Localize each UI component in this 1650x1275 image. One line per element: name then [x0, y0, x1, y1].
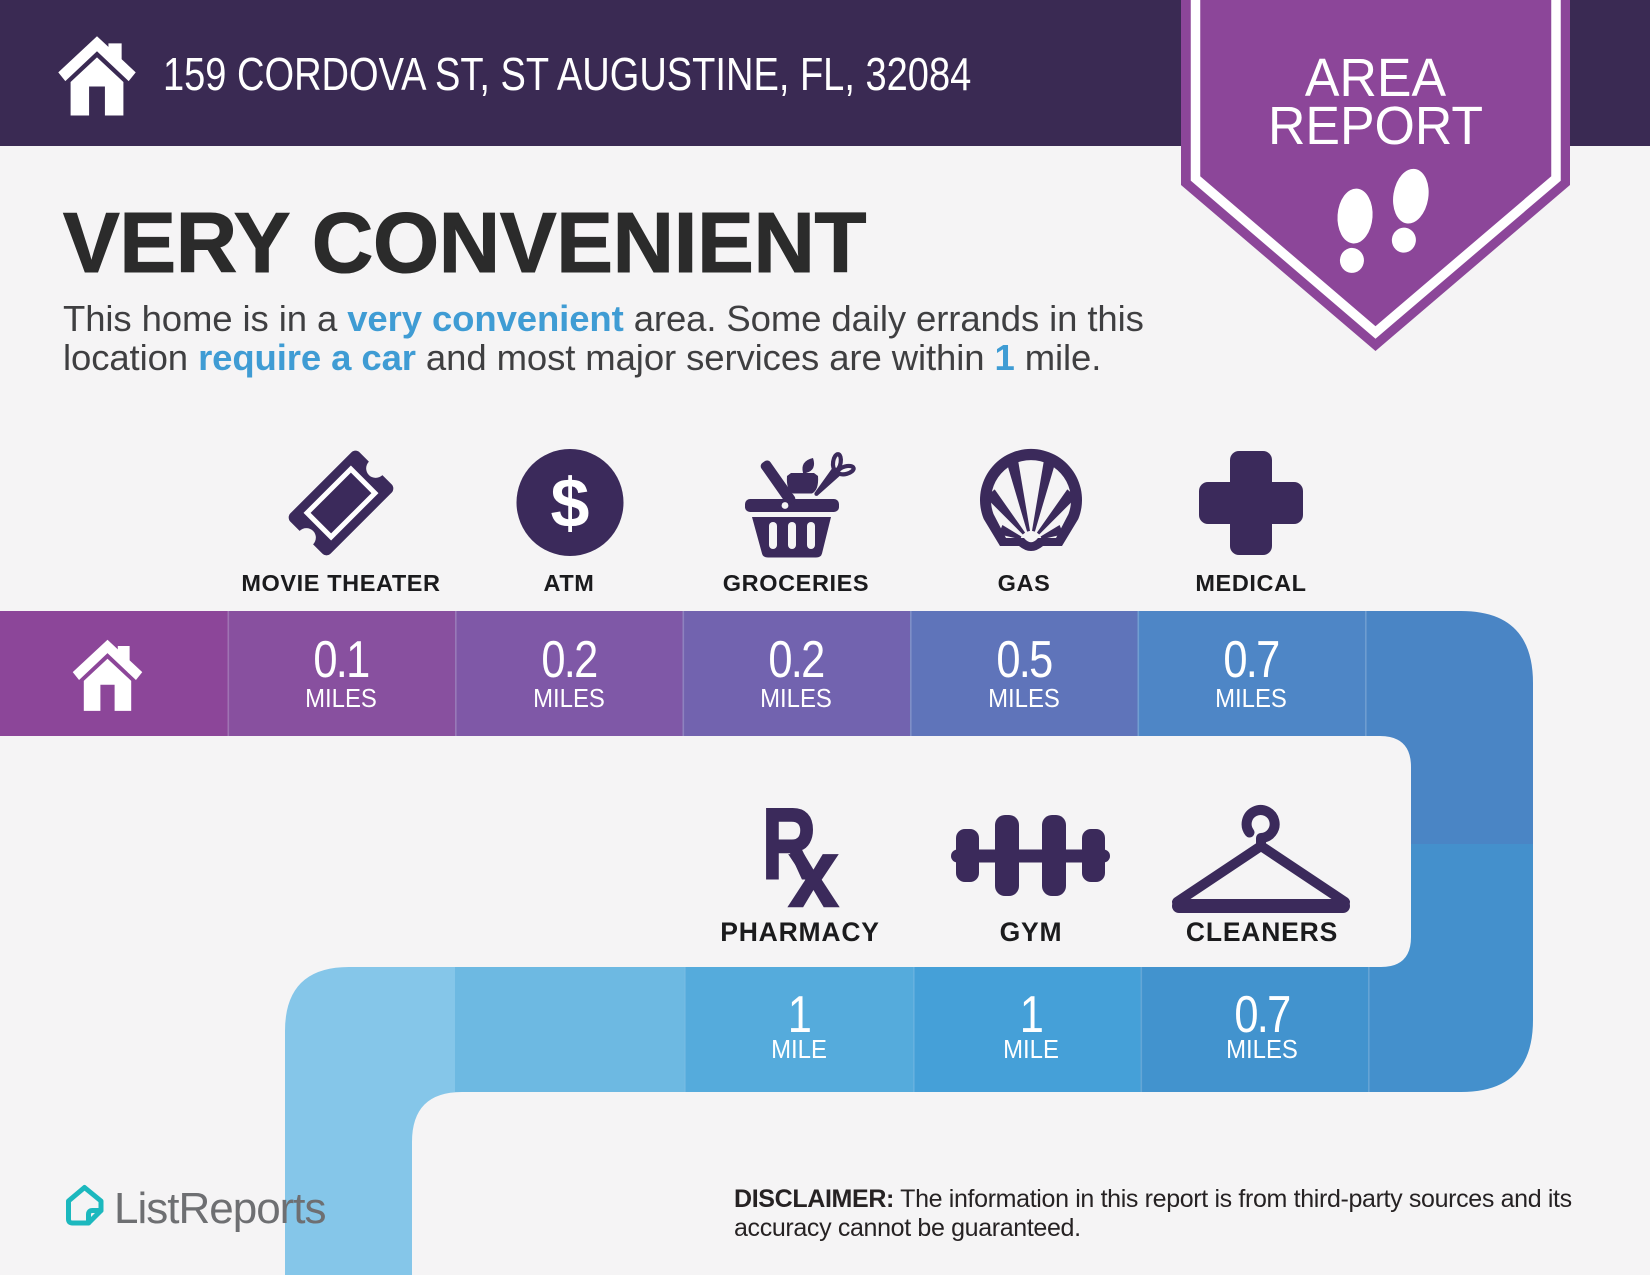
svg-text:$: $	[551, 464, 590, 542]
svg-text:x: x	[789, 820, 838, 927]
svg-text:R: R	[762, 787, 816, 899]
